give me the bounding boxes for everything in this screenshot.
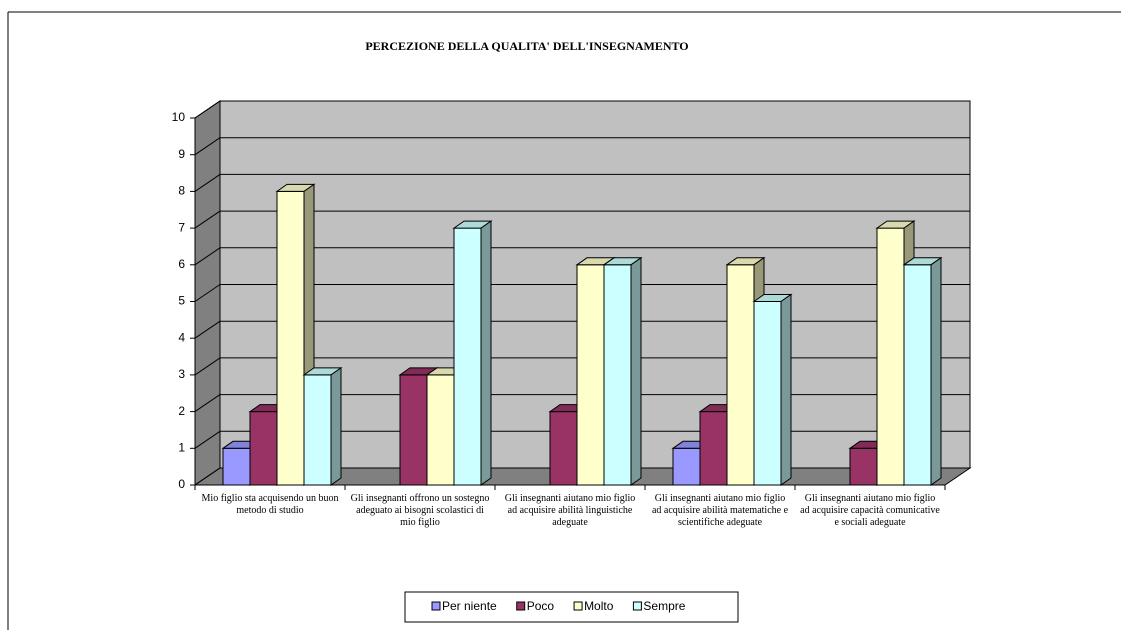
y-tick-label: 9 xyxy=(178,147,185,161)
x-tick-label: Gli insegnanti offrono un sostegno adegu… xyxy=(350,493,490,528)
grid-line-side xyxy=(194,394,221,413)
bar-side xyxy=(630,256,642,486)
y-tick-label: 0 xyxy=(178,477,185,491)
bar-front xyxy=(549,411,578,486)
grid-line-side xyxy=(194,357,221,376)
y-tick-label: 8 xyxy=(178,184,185,198)
bar-side xyxy=(480,220,492,486)
grid-line-side xyxy=(194,100,221,119)
bar-side xyxy=(330,366,342,486)
bar-front xyxy=(576,264,605,486)
x-tick-label: Gli insegnanti aiutano mio figlio ad acq… xyxy=(504,493,636,528)
grid-line-side xyxy=(194,137,221,156)
legend-label: Molto xyxy=(584,599,614,613)
bar-front xyxy=(222,447,251,486)
x-tick-label: Gli insegnanti aiutano mio figlio ad acq… xyxy=(800,493,940,528)
chart-title: PERCEZIONE DELLA QUALITA' DELL'INSEGNAME… xyxy=(365,39,688,53)
legend-swatch xyxy=(573,601,583,611)
legend-label: Poco xyxy=(527,599,555,613)
bar-front xyxy=(603,264,632,486)
y-tick-label: 6 xyxy=(178,257,185,271)
bar-front xyxy=(699,411,728,486)
grid-line-side xyxy=(194,247,221,266)
bar-front xyxy=(399,374,428,486)
bar-front xyxy=(426,374,455,486)
bar-front xyxy=(726,264,755,486)
y-tick-label: 4 xyxy=(178,330,185,344)
x-tick-label: Gli insegnanti aiutano mio figlio ad acq… xyxy=(651,493,789,528)
y-tick-label: 3 xyxy=(178,367,185,381)
grid-line xyxy=(194,247,970,266)
grid-line xyxy=(194,100,970,119)
legend-label: Sempre xyxy=(643,599,685,613)
bar-front xyxy=(276,190,305,486)
grid-line xyxy=(194,137,970,156)
bar-front xyxy=(249,411,278,486)
bar-front xyxy=(876,227,905,486)
legend-box xyxy=(404,591,739,623)
bar-front xyxy=(303,374,332,486)
grid-line-side xyxy=(194,467,221,486)
y-tick-label: 5 xyxy=(178,294,185,308)
bar-front xyxy=(672,447,701,486)
grid-line-side xyxy=(194,210,221,229)
bar-front xyxy=(453,227,482,486)
legend-swatch xyxy=(632,601,642,611)
grid-line xyxy=(194,173,970,192)
legend-label: Per niente xyxy=(442,599,497,613)
grid-line xyxy=(194,210,970,229)
bar xyxy=(452,220,493,486)
x-tick-label: Mio figlio sta acquisendo un buon metodo… xyxy=(201,493,339,516)
y-tick-label: 10 xyxy=(172,110,186,124)
bar xyxy=(902,256,943,486)
legend-swatch xyxy=(516,601,526,611)
bar xyxy=(752,293,793,486)
y-tick-label: 2 xyxy=(178,404,185,418)
bar-side xyxy=(930,256,942,486)
grid-line-side xyxy=(194,173,221,192)
legend-swatch xyxy=(431,601,441,611)
grid-line-side xyxy=(194,320,221,339)
grid-line-side xyxy=(194,430,221,449)
bar-front xyxy=(849,447,878,486)
bar xyxy=(275,183,316,486)
bar-front xyxy=(753,301,782,486)
bar-side xyxy=(780,293,792,486)
y-tick-label: 1 xyxy=(178,440,185,454)
grid-line-side xyxy=(194,284,221,302)
bar xyxy=(302,366,343,486)
bar-front xyxy=(903,264,932,486)
bar xyxy=(602,256,643,486)
y-tick-label: 7 xyxy=(178,220,185,234)
